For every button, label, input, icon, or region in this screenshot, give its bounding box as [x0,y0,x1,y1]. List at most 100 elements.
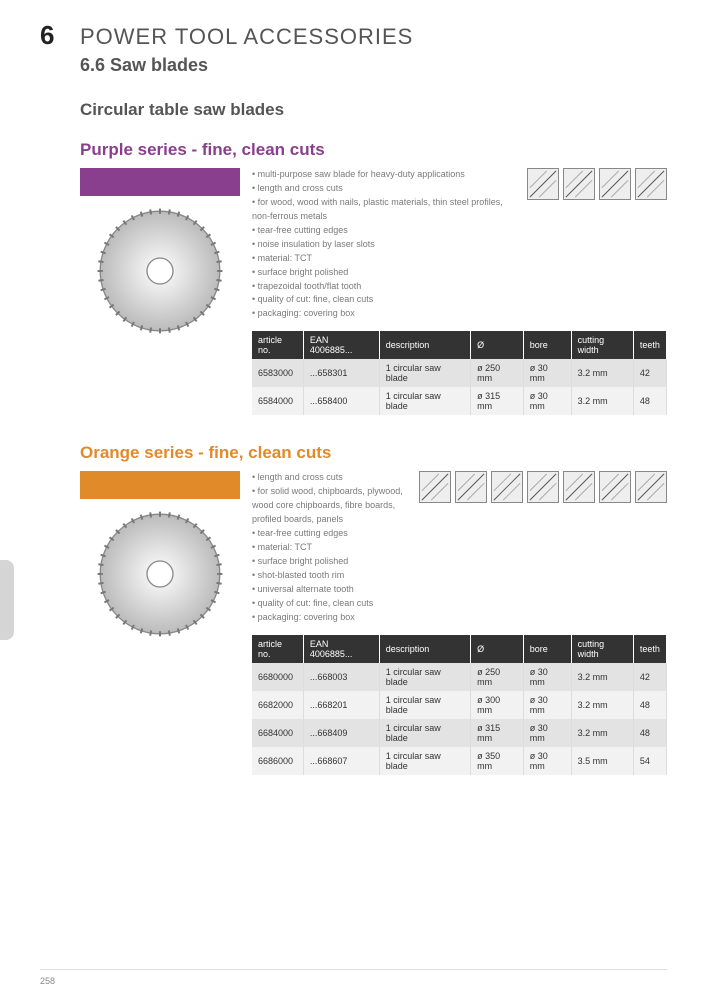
subheading: Circular table saw blades [80,100,667,120]
table-cell: ...658400 [303,387,379,415]
material-icon [635,168,667,200]
table-header: EAN 4006885... [303,635,379,663]
feature-item: quality of cut: fine, clean cuts [252,597,411,611]
table-cell: 6583000 [252,359,303,387]
table-cell: 6686000 [252,747,303,775]
table-row: 6684000...6684091 circular saw bladeø 31… [252,719,667,747]
saw-blade-icon [95,206,225,336]
table-cell: ø 30 mm [523,691,571,719]
feature-item: packaging: covering box [252,611,411,625]
table-cell: ø 250 mm [471,663,524,691]
table-header: EAN 4006885... [303,331,379,359]
table-row: 6583000...6583011 circular saw bladeø 25… [252,359,667,387]
feature-item: length and cross cuts [252,182,519,196]
side-tab [0,560,14,640]
purple-features: multi-purpose saw blade for heavy-duty a… [252,168,519,321]
material-icon [491,471,523,503]
feature-item: length and cross cuts [252,471,411,485]
table-cell: 1 circular saw blade [379,719,470,747]
table-cell: 42 [633,663,666,691]
feature-item: universal alternate tooth [252,583,411,597]
orange-feature-row: length and cross cutsfor solid wood, chi… [252,471,667,624]
material-icon [563,168,595,200]
table-cell: 48 [633,719,666,747]
orange-features: length and cross cutsfor solid wood, chi… [252,471,411,624]
feature-item: trapezoidal tooth/flat tooth [252,280,519,294]
table-cell: 3.2 mm [571,663,633,691]
chapter-number: 6 [40,20,80,51]
material-icon [635,471,667,503]
table-cell: ...658301 [303,359,379,387]
table-header: description [379,635,470,663]
feature-item: surface bright polished [252,555,411,569]
orange-series-title: Orange series - fine, clean cuts [80,443,667,463]
table-cell: 3.5 mm [571,747,633,775]
table-cell: 3.2 mm [571,691,633,719]
feature-item: material: TCT [252,541,411,555]
feature-item: tear-free cutting edges [252,224,519,238]
feature-item: surface bright polished [252,266,519,280]
table-cell: 1 circular saw blade [379,747,470,775]
table-cell: ø 30 mm [523,747,571,775]
table-header: cutting width [571,331,633,359]
table-cell: ...668201 [303,691,379,719]
table-cell: ø 300 mm [471,691,524,719]
table-cell: 1 circular saw blade [379,387,470,415]
material-icon [563,471,595,503]
purple-swatch [80,168,240,196]
table-cell: ø 30 mm [523,387,571,415]
orange-swatch-col [80,471,240,774]
orange-features-col: length and cross cutsfor solid wood, chi… [240,471,667,774]
footer-rule [40,969,667,970]
saw-blade-icon [95,509,225,639]
feature-item: multi-purpose saw blade for heavy-duty a… [252,168,519,182]
table-cell: ...668409 [303,719,379,747]
purple-series-title: Purple series - fine, clean cuts [80,140,667,160]
table-cell: 48 [633,691,666,719]
table-header: bore [523,331,571,359]
material-icon [599,471,631,503]
table-row: 6584000...6584001 circular saw bladeø 31… [252,387,667,415]
table-cell: 1 circular saw blade [379,691,470,719]
section-title: 6.6 Saw blades [80,55,667,76]
material-icon [527,471,559,503]
purple-spec-table: article no.EAN 4006885...descriptionØbor… [252,331,667,415]
table-cell: 48 [633,387,666,415]
table-cell: 54 [633,747,666,775]
table-cell: ø 315 mm [471,387,524,415]
material-icon [455,471,487,503]
orange-swatch [80,471,240,499]
material-icon [419,471,451,503]
table-header: bore [523,635,571,663]
table-cell: 6584000 [252,387,303,415]
table-cell: ø 30 mm [523,719,571,747]
table-cell: 42 [633,359,666,387]
feature-item: for wood, wood with nails, plastic mater… [252,196,519,224]
feature-item: quality of cut: fine, clean cuts [252,293,519,307]
table-cell: ø 350 mm [471,747,524,775]
orange-series-block: length and cross cutsfor solid wood, chi… [80,471,667,774]
table-cell: ø 30 mm [523,359,571,387]
table-cell: 3.2 mm [571,387,633,415]
page-number: 258 [40,976,55,986]
material-icon [527,168,559,200]
table-cell: ø 250 mm [471,359,524,387]
table-cell: 3.2 mm [571,359,633,387]
feature-item: noise insulation by laser slots [252,238,519,252]
table-header: teeth [633,331,666,359]
table-cell: 6680000 [252,663,303,691]
table-header: article no. [252,331,303,359]
table-header: article no. [252,635,303,663]
feature-item: packaging: covering box [252,307,519,321]
feature-item: tear-free cutting edges [252,527,411,541]
feature-item: shot-blasted tooth rim [252,569,411,583]
table-cell: ...668607 [303,747,379,775]
purple-features-col: multi-purpose saw blade for heavy-duty a… [240,168,667,415]
table-row: 6686000...6686071 circular saw bladeø 35… [252,747,667,775]
material-icon [599,168,631,200]
feature-item: material: TCT [252,252,519,266]
table-cell: 1 circular saw blade [379,663,470,691]
table-row: 6682000...6682011 circular saw bladeø 30… [252,691,667,719]
purple-series-block: multi-purpose saw blade for heavy-duty a… [80,168,667,415]
feature-item: for solid wood, chipboards, plywood, woo… [252,485,411,527]
